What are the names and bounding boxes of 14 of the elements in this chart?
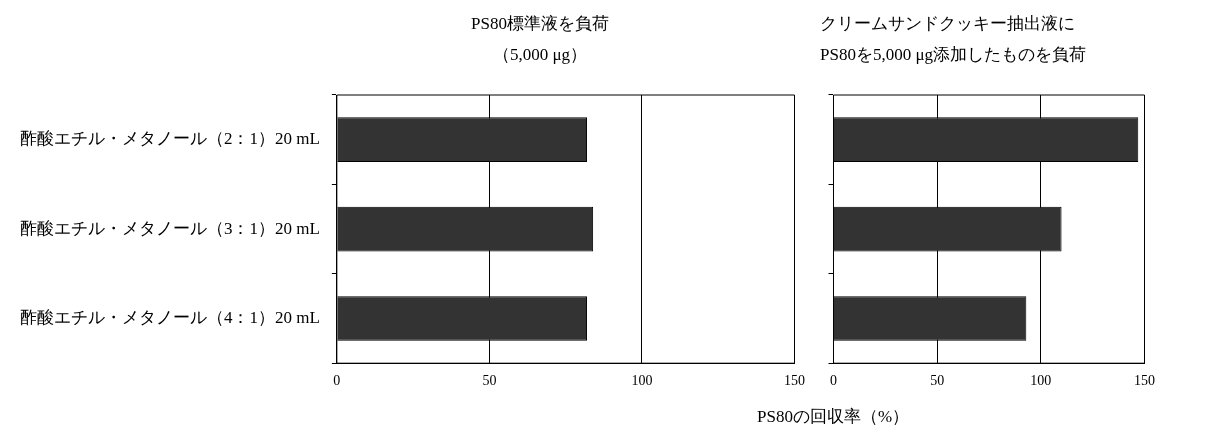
chart-title: PS80標準液を負荷（5,000 μg）: [470, 13, 610, 66]
x-tick-label: 150: [1134, 373, 1155, 389]
x-tick-label: 150: [784, 373, 805, 389]
y-tick-label: 酢酸エチル・メタノール（3：1）20 mL: [20, 218, 320, 238]
x-tick-label: 0: [830, 373, 837, 389]
x-tick-label: 100: [631, 373, 653, 389]
x-tick-label: 50: [930, 373, 945, 389]
chart-title: クリームサンドクッキー抽出液にPS80を5,000 μg添加したものを負荷: [820, 13, 1088, 66]
y-tick-label: 酢酸エチル・メタノール（2：1）20 mL: [20, 129, 320, 149]
x-tick-label: 100: [1030, 373, 1052, 389]
x-axis-title: PS80の回収率（%）: [757, 406, 910, 428]
x-tick-label: 0: [333, 373, 341, 389]
x-tick-label: 50: [482, 373, 497, 389]
y-tick-label: 酢酸エチル・メタノール（4：1）20 mL: [20, 307, 320, 327]
